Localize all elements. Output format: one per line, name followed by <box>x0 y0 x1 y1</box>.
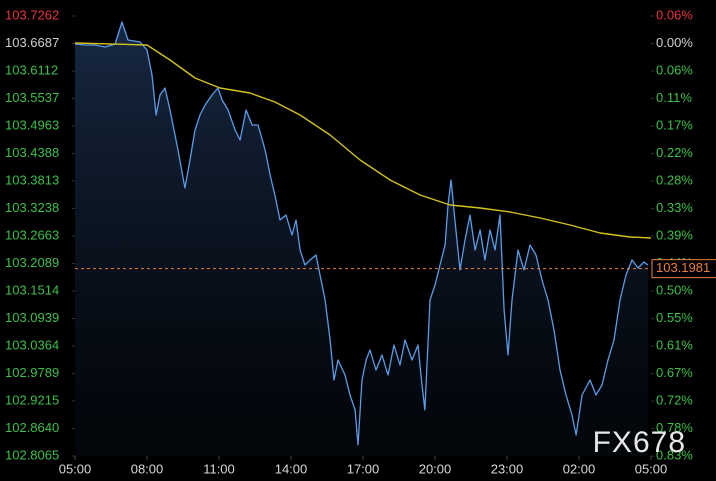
y2-tick-label: 0.67% <box>656 365 693 380</box>
x-tick-label: 17:00 <box>347 461 380 476</box>
watermark: FX678 <box>593 426 686 459</box>
y-tick-label: 103.2089 <box>5 255 59 270</box>
y2-tick-label: 0.06% <box>656 7 693 22</box>
x-tick-label: 02:00 <box>563 461 596 476</box>
y2-tick-label: 0.55% <box>656 310 693 325</box>
plot-area: 103.7262 103.6687 103.6112 103.5537 103.4963… <box>5 7 716 476</box>
y-tick-label: 103.6112 <box>5 62 58 77</box>
x-tick-label: 11:00 <box>203 461 235 476</box>
x-tick-label: 08:00 <box>131 461 164 476</box>
average-line <box>74 42 652 239</box>
y-tick-label: 103.3238 <box>5 200 59 215</box>
y-tick-label: 102.9215 <box>5 392 59 407</box>
y2-tick-label: 0.78% <box>656 420 693 435</box>
y2-tick-label: 0.72% <box>656 393 693 408</box>
y-tick-label: 103.2663 <box>5 227 59 242</box>
y2-tick-label: 0.83% <box>656 448 693 463</box>
y-tick-label: 103.6687 <box>5 35 59 50</box>
y2-tick-label: 0.17% <box>656 117 693 132</box>
last-price-label: 103.1981 <box>656 260 710 275</box>
y2-tick-label: 0.33% <box>656 200 693 215</box>
price-area <box>75 22 649 456</box>
y-tick-label: 103.4963 <box>5 117 59 132</box>
y2-tick-label: 0.11% <box>656 90 692 105</box>
x-tick-label: 20:00 <box>419 461 452 476</box>
y-tick-label: 103.5537 <box>5 90 59 105</box>
y-tick-label: 102.8640 <box>5 420 59 435</box>
y2-tick-label: 0.39% <box>656 227 693 242</box>
y2-tick-label: 0.61% <box>656 337 693 352</box>
y2-tick-label: 0.00% <box>656 35 693 50</box>
y-tick-label: 103.3813 <box>5 172 59 187</box>
x-tick-label: 05:00 <box>635 461 668 476</box>
y-tick-label: 103.4388 <box>5 145 59 160</box>
x-tick-label: 14:00 <box>275 461 308 476</box>
y-tick-label: 103.7262 <box>5 7 59 22</box>
last-price-box <box>651 259 716 279</box>
y-tick-label: 103.0939 <box>5 310 59 325</box>
y-tick-label: 103.0364 <box>5 337 59 352</box>
y2-tick-label: 0.22% <box>656 145 693 160</box>
x-tick-label: 23:00 <box>491 461 524 476</box>
price-line <box>74 21 649 446</box>
y-tick-label: 102.8065 <box>5 447 59 462</box>
y2-tick-label: 0.28% <box>656 172 693 187</box>
y-tick-label: 103.1514 <box>5 282 59 297</box>
y2-tick-label: 0.06% <box>656 62 693 77</box>
y2-tick-label: 0.50% <box>656 282 693 297</box>
y-tick-label: 102.9789 <box>5 365 59 380</box>
x-tick-label: 05:00 <box>59 461 92 476</box>
